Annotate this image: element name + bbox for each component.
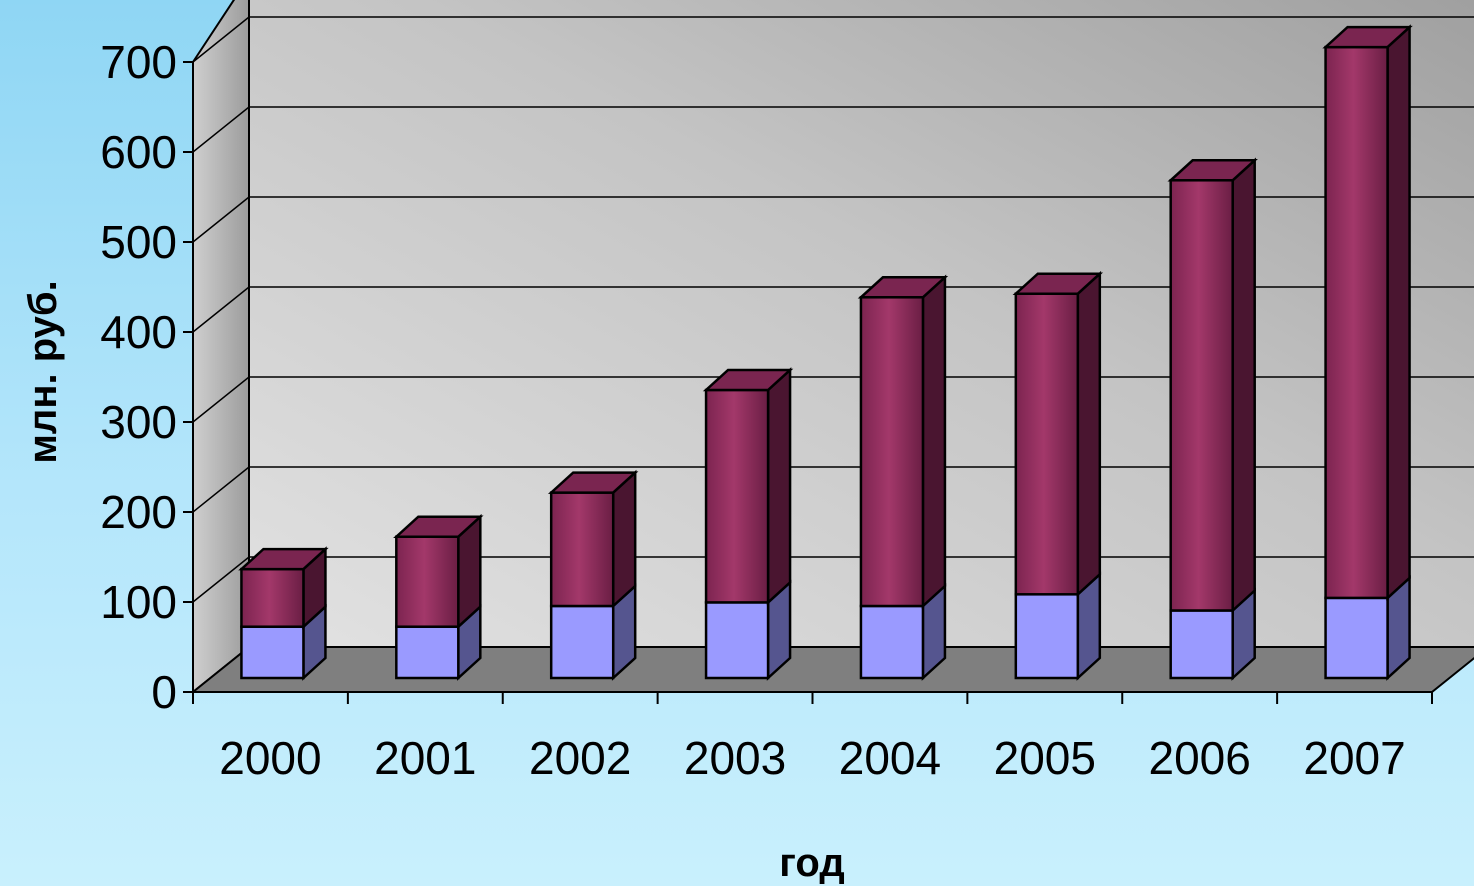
bar-cap xyxy=(547,471,639,494)
bar-upper-2004 xyxy=(859,296,925,608)
bar-cap xyxy=(1012,272,1104,295)
bar-cap xyxy=(857,276,949,299)
floor xyxy=(190,646,1474,693)
bar-lower-2004 xyxy=(859,604,925,680)
x-tick-label: 2004 xyxy=(839,732,941,784)
bar-cap xyxy=(238,547,329,571)
x-tick-label: 2003 xyxy=(684,732,786,784)
bar-lower-2007 xyxy=(1324,596,1389,680)
gridline xyxy=(192,196,1474,243)
bar-upper-2003 xyxy=(704,388,770,604)
bar-side-upper xyxy=(766,367,792,606)
x-tick-label: 2000 xyxy=(219,732,321,784)
bar-upper-2007 xyxy=(1324,45,1389,600)
y-tick-label: 600 xyxy=(100,126,177,178)
x-tick-label: 2001 xyxy=(374,732,476,784)
bar-side-upper xyxy=(1076,270,1102,598)
bar-side-upper xyxy=(1386,24,1411,601)
y-tick-label: 700 xyxy=(100,36,177,88)
bar-cap xyxy=(702,368,794,392)
bar-cap xyxy=(1322,25,1413,49)
bar-lower-2006 xyxy=(1169,609,1234,680)
bar-lower-2002 xyxy=(549,604,615,680)
bar-lower-2001 xyxy=(395,625,460,680)
bar-side-upper xyxy=(921,274,947,609)
y-tick-label: 300 xyxy=(100,396,177,448)
x-tick-label: 2007 xyxy=(1303,732,1405,784)
x-axis-title: год xyxy=(779,841,844,885)
bar-upper-2001 xyxy=(395,535,460,628)
y-tick-label: 100 xyxy=(100,576,177,628)
y-tick-label: 0 xyxy=(151,666,177,718)
gridline xyxy=(192,106,1474,153)
bar-lower-2000 xyxy=(240,625,305,680)
bar-lower-2005 xyxy=(1014,593,1080,680)
bar-cap xyxy=(1167,159,1258,182)
bar-lower-2003 xyxy=(704,601,770,680)
bar-side-upper xyxy=(1231,157,1256,614)
y-tick-label: 500 xyxy=(100,216,177,268)
bar-upper-2002 xyxy=(549,491,615,608)
bar-upper-2005 xyxy=(1014,292,1080,596)
x-tick-label: 2006 xyxy=(1149,732,1251,784)
bar-upper-2006 xyxy=(1169,179,1234,612)
y-tick-label: 200 xyxy=(100,486,177,538)
bar-side-upper xyxy=(611,469,637,609)
y-axis-title: млн. руб. xyxy=(21,280,65,463)
x-tick-label: 2002 xyxy=(529,732,631,784)
bar-cap xyxy=(393,515,484,538)
gridline xyxy=(192,16,1474,63)
y-tick-label: 400 xyxy=(100,306,177,358)
bar-upper-2000 xyxy=(240,567,305,628)
x-tick-label: 2005 xyxy=(994,732,1096,784)
